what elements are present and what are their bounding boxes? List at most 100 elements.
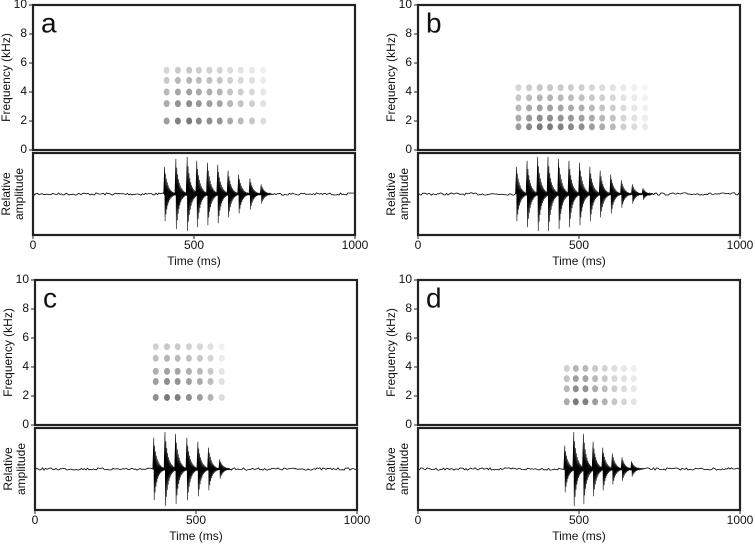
spectrogram-blob: [592, 385, 599, 393]
spectrogram-blob: [620, 123, 627, 131]
x-tick-label: 1000: [727, 513, 754, 527]
spectrogram-blob: [557, 114, 564, 122]
spectrogram-blob: [248, 117, 255, 125]
waveform-pulse: [163, 431, 178, 507]
spectrogram-blob: [567, 94, 574, 102]
spectrogram-blob: [196, 393, 203, 401]
spectrogram-blob: [195, 76, 202, 84]
amplitude-label: Relative: [1, 447, 15, 491]
x-tick-label: 0: [415, 513, 422, 527]
spectrogram-blob: [578, 114, 585, 122]
amplitude-label: Relative: [384, 447, 398, 491]
y-axis-label: Frequency (kHz): [384, 33, 398, 122]
x-tick-label: 1000: [344, 513, 371, 527]
spectrogram-blob: [526, 123, 533, 131]
amplitude-label: amplitude: [397, 443, 411, 495]
spectrogram-blob: [592, 398, 599, 406]
spectrogram-blob: [609, 114, 616, 122]
spectrogram-blob: [196, 343, 203, 351]
spectrogram-frame: [33, 278, 359, 427]
spectrogram-blob: [207, 367, 214, 375]
spectrogram-blob: [227, 88, 234, 96]
spectrogram-blob: [578, 104, 585, 112]
spectrogram-blob: [630, 375, 637, 383]
spectrogram-blob: [563, 385, 570, 393]
waveform-pulse: [216, 164, 230, 224]
waveform-pulse: [641, 188, 656, 200]
spectrogram-blob: [642, 94, 649, 102]
spectrogram-blob: [260, 100, 267, 108]
spectrogram-blob: [186, 88, 193, 96]
spectrogram-blob: [642, 114, 649, 122]
spectrogram-blob: [260, 117, 267, 125]
y-tick-label: 6: [20, 55, 27, 69]
spectrogram-blob: [601, 364, 608, 372]
spectrogram-blob: [578, 123, 585, 131]
amplitude-label: amplitude: [397, 168, 411, 220]
x-axis-label: Time (ms): [167, 254, 221, 268]
spectrogram-blob: [582, 364, 589, 372]
spectrogram-blob: [164, 343, 171, 351]
spectrogram-blob: [630, 364, 637, 372]
spectrogram-blob: [631, 94, 638, 102]
spectrogram-blob: [631, 84, 638, 92]
panel: b 0 2 4 6 8 10 Frequency (kHz) Relative amplitude…: [384, 0, 753, 268]
panel-letter: b: [426, 7, 442, 38]
waveform-pulse: [185, 437, 200, 501]
spectrogram-blob: [515, 114, 522, 122]
spectrogram-blob: [621, 364, 628, 372]
spectrogram-blob: [216, 88, 223, 96]
spectrogram-blob: [621, 375, 628, 383]
spectrogram-blob: [599, 84, 606, 92]
x-tick-label: 500: [184, 238, 204, 252]
spectrogram-blob: [218, 378, 225, 385]
spectrogram-blob: [218, 393, 225, 401]
spectrogram-blob: [601, 385, 608, 393]
spectrogram-blob: [260, 66, 267, 74]
spectrogram-blob: [185, 343, 192, 351]
spectrogram-blob: [620, 114, 627, 122]
spectrogram-blob: [207, 393, 214, 401]
spectrogram-blob: [567, 123, 574, 131]
spectrogram-blob: [642, 104, 649, 112]
waveform-pulse: [174, 433, 188, 505]
waveform-pulse: [196, 441, 211, 497]
panel: d 0 2 4 6 8 10 Frequency (kHz) Relative amplitude…: [384, 272, 753, 543]
y-tick-label: 10: [399, 272, 413, 286]
spectrogram-blob: [216, 100, 223, 108]
spectrogram-blob: [207, 354, 214, 362]
spectrogram-blob: [567, 84, 574, 92]
spectrogram-blob: [526, 94, 533, 102]
spectrogram-blob: [526, 104, 533, 112]
spectrogram-blob: [164, 367, 171, 375]
spectrogram-blob: [567, 104, 574, 112]
spectrogram-blob: [547, 114, 554, 122]
spectrogram-blob: [152, 343, 159, 351]
spectrogram-blob: [515, 94, 522, 102]
waveform-pulse: [515, 166, 529, 222]
spectrogram-blob: [174, 393, 181, 401]
spectrogram-blob: [601, 375, 608, 383]
spectrogram-blob: [227, 66, 234, 74]
spectrogram-blob: [164, 354, 171, 362]
waveform-pulse: [163, 166, 177, 222]
spectrogram-blob: [206, 88, 213, 96]
spectrogram-blob: [206, 66, 213, 74]
spectrogram-blob: [536, 84, 543, 92]
spectrogram-blob: [185, 354, 192, 362]
panel-letter: a: [41, 7, 57, 38]
x-tick-label: 500: [186, 513, 206, 527]
y-axis-label: Frequency (kHz): [0, 33, 13, 122]
panel-letter: d: [426, 282, 442, 313]
spectrogram-blob: [563, 398, 570, 406]
x-tick-label: 1000: [727, 238, 754, 252]
spectrogram-blob: [195, 117, 202, 125]
x-axis-label: Time (ms): [552, 254, 606, 268]
y-tick-label: 0: [22, 417, 29, 431]
spectrogram-blob: [563, 375, 570, 383]
spectrogram-blob: [582, 375, 589, 383]
spectrogram-blob: [599, 123, 606, 131]
spectrogram-blob: [163, 100, 170, 108]
spectrogram-blob: [227, 76, 234, 84]
